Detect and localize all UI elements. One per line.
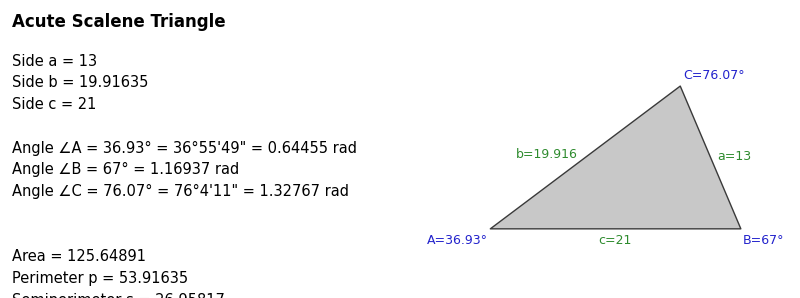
Text: Area = 125.64891: Area = 125.64891 [12,249,146,264]
Text: B=67°: B=67° [742,234,784,247]
Text: Semiperimeter s = 26.95817: Semiperimeter s = 26.95817 [12,293,225,298]
Text: a=13: a=13 [718,150,751,164]
Text: A=36.93°: A=36.93° [426,234,487,247]
Text: C=76.07°: C=76.07° [683,69,745,82]
Text: Angle ∠B = 67° = 1.16937 rad: Angle ∠B = 67° = 1.16937 rad [12,162,239,177]
Text: Side a = 13: Side a = 13 [12,54,97,69]
Text: Side b = 19.91635: Side b = 19.91635 [12,75,148,90]
Text: Angle ∠A = 36.93° = 36°55'49" = 0.64455 rad: Angle ∠A = 36.93° = 36°55'49" = 0.64455 … [12,141,357,156]
Text: b=19.916: b=19.916 [516,148,578,161]
Text: Acute Scalene Triangle: Acute Scalene Triangle [12,13,226,31]
Text: c=21: c=21 [598,234,632,247]
Text: Perimeter p = 53.91635: Perimeter p = 53.91635 [12,271,188,286]
Text: Side c = 21: Side c = 21 [12,97,96,112]
Text: Angle ∠C = 76.07° = 76°4'11" = 1.32767 rad: Angle ∠C = 76.07° = 76°4'11" = 1.32767 r… [12,184,349,199]
